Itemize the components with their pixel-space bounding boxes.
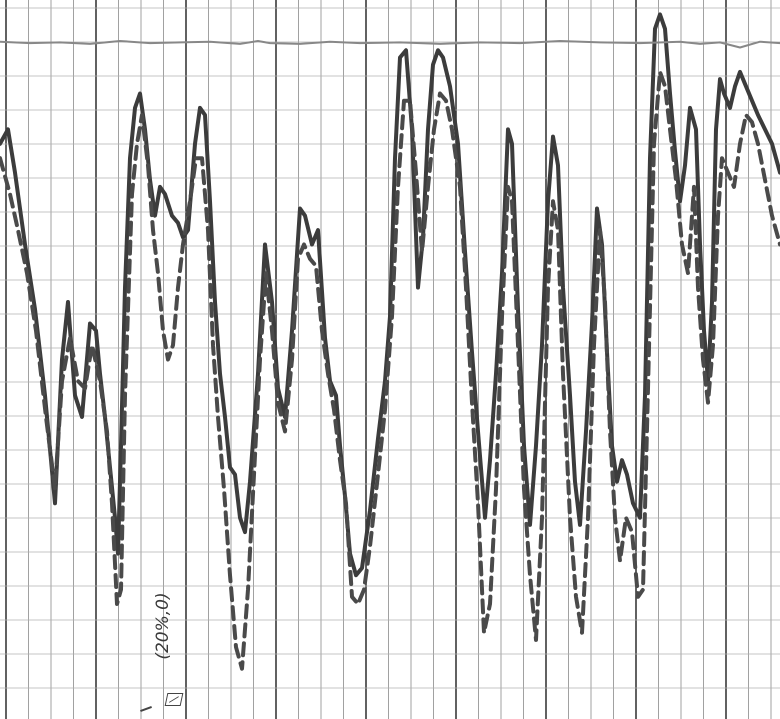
chart-series-layer	[0, 12, 780, 671]
series-line-1	[0, 12, 780, 578]
chart-annotation: (20%,0)	[153, 592, 173, 660]
series-line-3	[0, 40, 780, 49]
check-box-icon	[164, 693, 184, 706]
series-line-2	[0, 69, 780, 671]
